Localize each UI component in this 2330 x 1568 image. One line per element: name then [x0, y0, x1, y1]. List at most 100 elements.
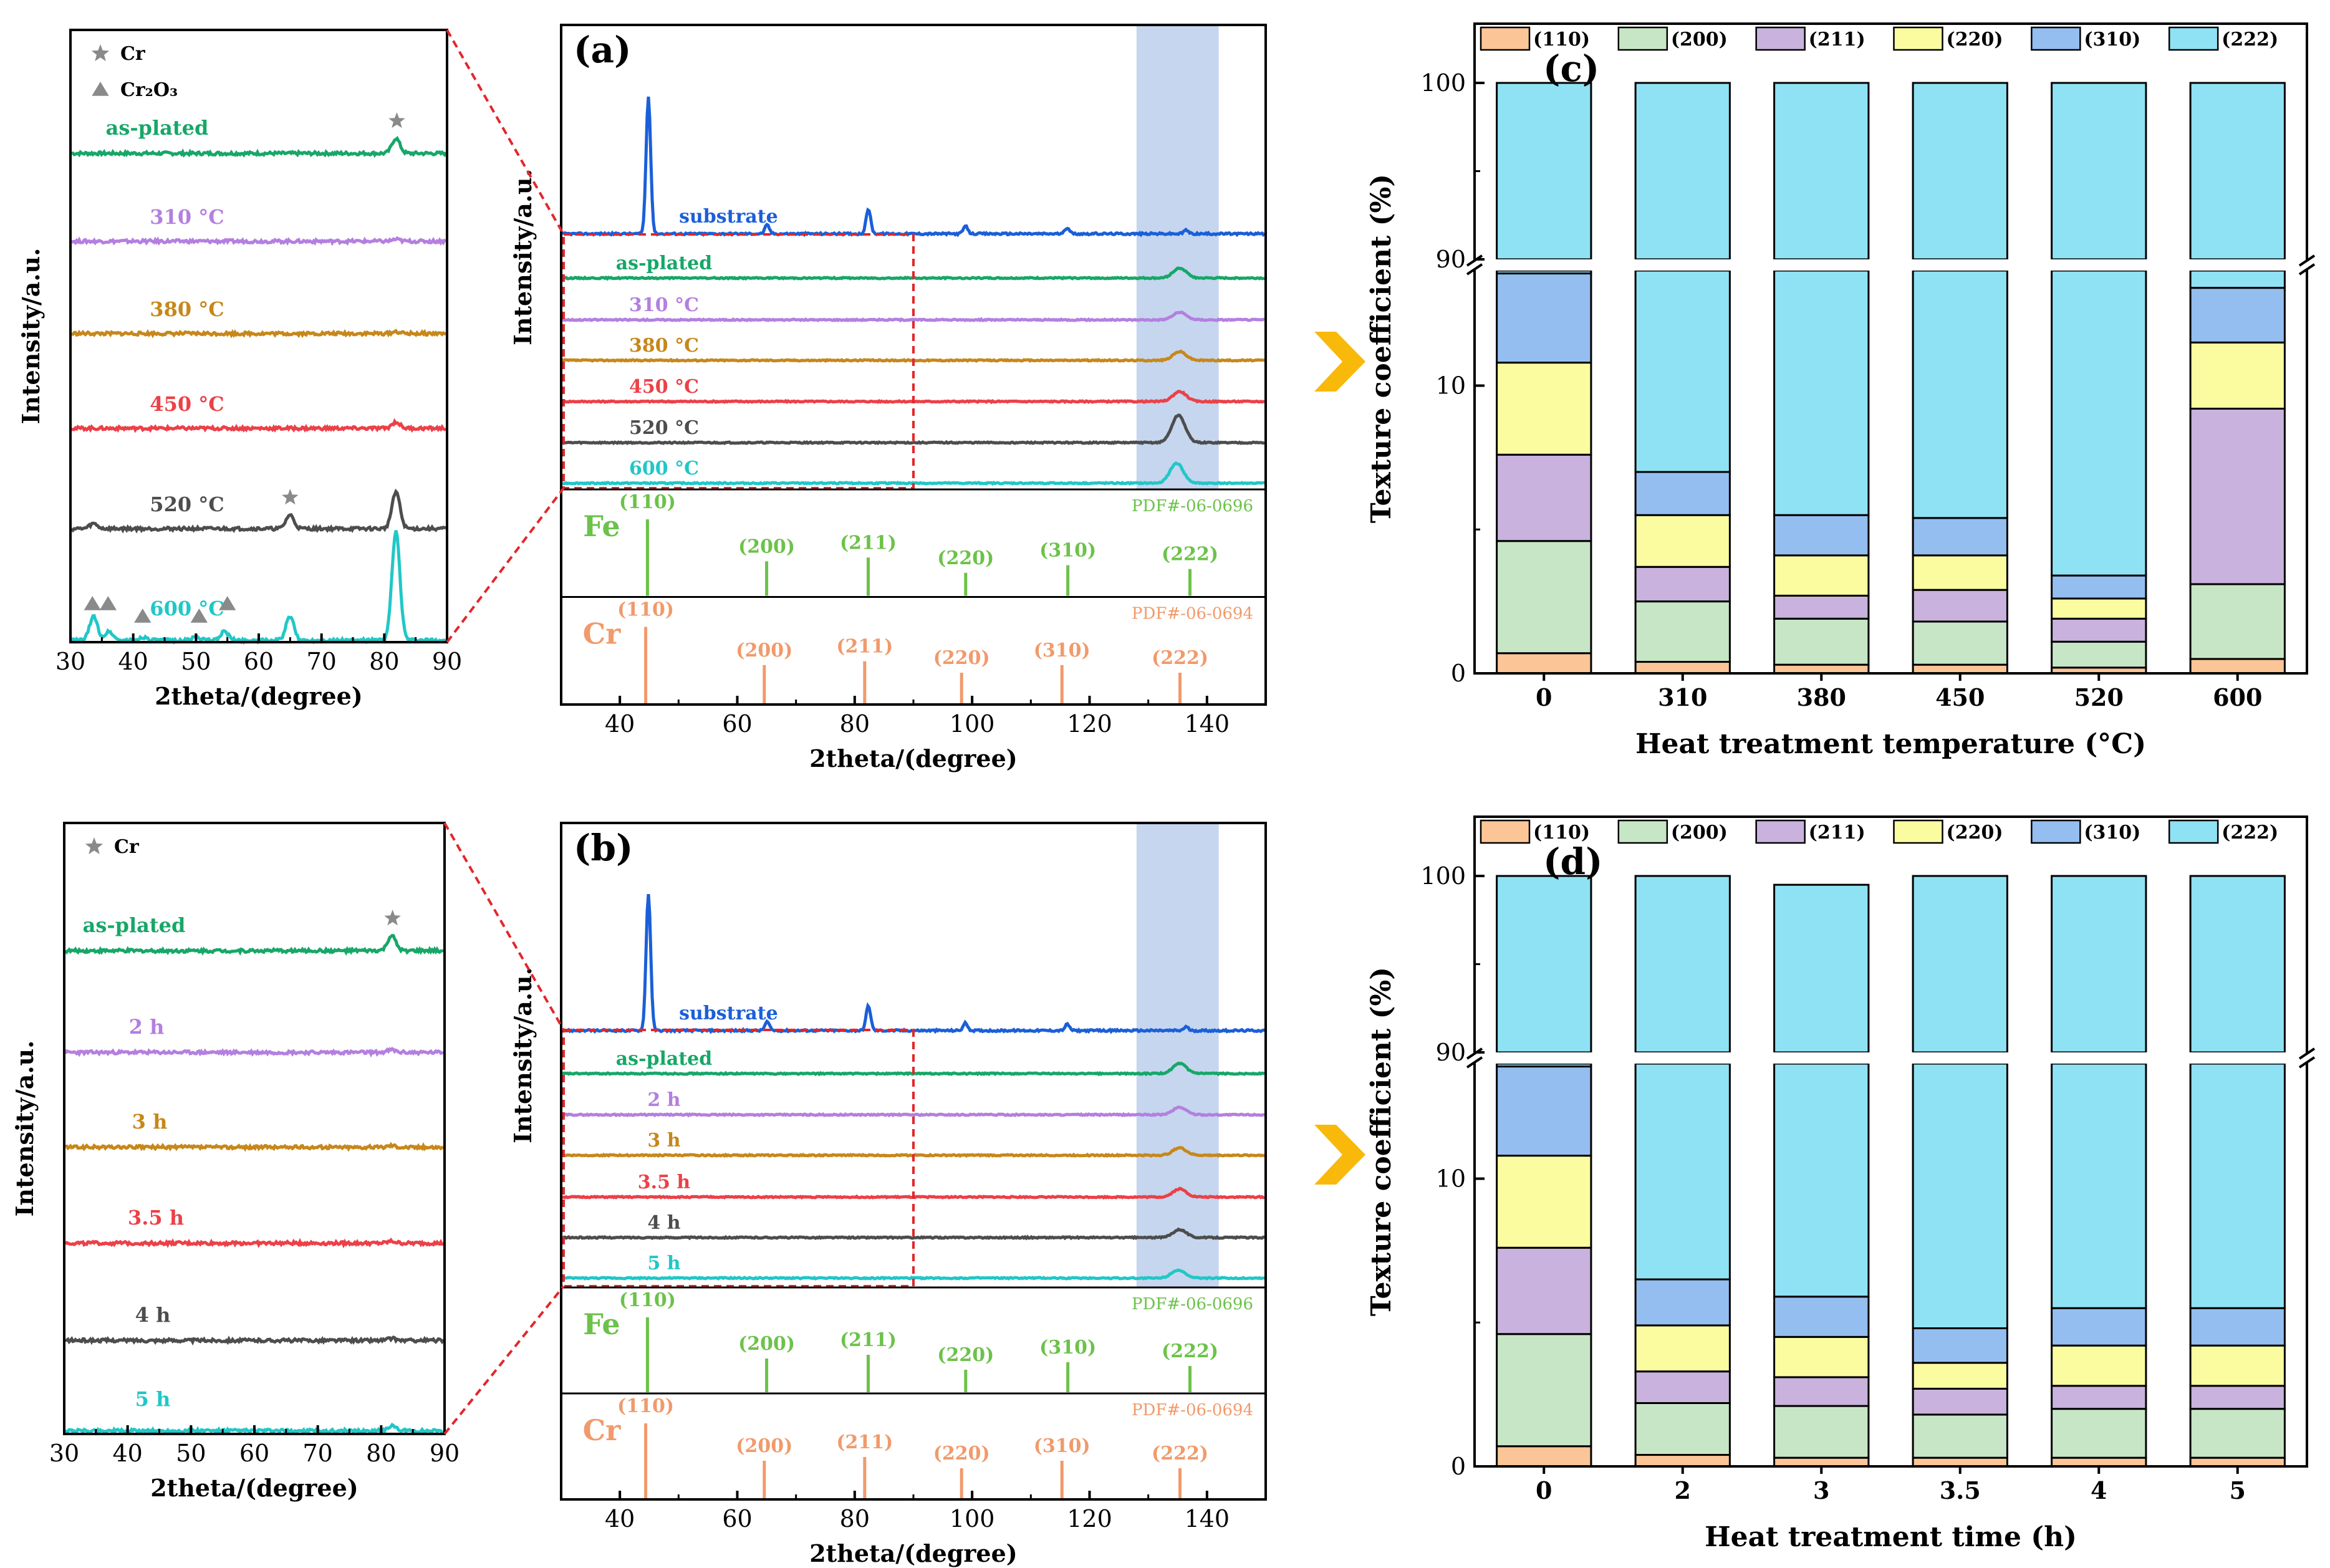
series-label: substrate	[679, 1003, 778, 1024]
bar-segment	[2051, 1344, 2147, 1387]
series-label: as-plated	[616, 253, 713, 274]
bar-segment	[2051, 1385, 2147, 1410]
axis-break-mask	[1470, 1053, 2312, 1062]
x-tick-label: 80	[369, 648, 399, 675]
x-tick-label: 60	[722, 1505, 752, 1532]
bar-segment	[1773, 663, 1870, 675]
highlight-region	[1136, 25, 1219, 489]
zoom-region-box	[562, 233, 915, 489]
x-tick-label: 380	[1797, 683, 1846, 711]
y-tick-label: 90	[1436, 246, 1466, 273]
hkl-label: (222)	[1162, 544, 1218, 565]
series-line	[65, 1142, 445, 1152]
hkl-label: (310)	[1034, 640, 1090, 661]
series-label: 450 °C	[629, 376, 699, 398]
x-tick-label: 5	[2230, 1476, 2246, 1504]
series-line	[562, 1227, 1265, 1241]
bar-segment	[1496, 269, 1592, 275]
legend-swatch	[2168, 819, 2219, 844]
x-tick-label: 80	[840, 1505, 870, 1532]
x-axis-title: 2theta/(degree)	[155, 682, 363, 710]
legend-label: Cr	[114, 836, 140, 858]
hkl-label: (110)	[617, 599, 674, 621]
bar-segment	[2051, 617, 2147, 643]
hkl-label: (222)	[1152, 647, 1208, 669]
x-tick-label: 80	[366, 1440, 396, 1467]
bar-segment	[2051, 1307, 2147, 1347]
series-label: 4 h	[647, 1212, 680, 1234]
legend-label: (110)	[1533, 29, 1590, 51]
x-tick-label: 30	[49, 1440, 79, 1467]
panel-label: (b)	[574, 827, 633, 869]
bar-segment	[2189, 287, 2286, 344]
y-axis-title: Intensity/a.u.	[11, 1041, 39, 1217]
bar-segment	[1773, 1062, 1870, 1298]
x-axis-title: Heat treatment temperature (°C)	[1635, 728, 2146, 760]
series-label: as-plated	[616, 1048, 713, 1070]
bar-segment	[1912, 620, 2008, 666]
legend-star-icon	[85, 837, 104, 855]
series-label: 3 h	[132, 1110, 168, 1133]
reference-pdf-label: PDF#-06-0694	[1132, 605, 1253, 623]
bar-segment	[1496, 1155, 1592, 1249]
bar-segment	[1496, 1333, 1592, 1448]
bar-segment	[1634, 565, 1731, 603]
bar-segment	[2189, 1408, 2286, 1459]
bar-segment	[2189, 341, 2286, 410]
y-tick-label: 90	[1436, 1039, 1466, 1066]
series-label: 380 °C	[629, 335, 699, 357]
bar-segment	[1912, 1327, 2008, 1364]
series-label: substrate	[679, 206, 778, 228]
x-tick-label: 3	[1813, 1476, 1829, 1504]
legend-swatch	[2031, 819, 2081, 844]
bar-segment	[1634, 471, 1731, 516]
legend-swatch	[1755, 26, 1806, 51]
series-label: 2 h	[647, 1089, 680, 1111]
bar-segment	[2051, 1062, 2147, 1309]
series-label: 600 °C	[150, 597, 224, 620]
axis-break-mask	[1470, 260, 2312, 269]
panel-label: (d)	[1543, 840, 1602, 883]
x-tick-label: 90	[430, 1440, 460, 1467]
reference-pdf-label: PDF#-06-0696	[1132, 1295, 1253, 1314]
cr2o3-triangle-marker	[134, 608, 152, 623]
bar-segment	[1912, 1387, 2008, 1416]
bar-segment	[1773, 514, 1870, 557]
series-label: 310 °C	[150, 205, 224, 229]
bar-segment	[1634, 1402, 1731, 1456]
hkl-label: (211)	[840, 1329, 897, 1351]
series-line	[561, 413, 1266, 446]
x-tick-label: 60	[722, 710, 752, 738]
series-line	[70, 236, 446, 246]
hkl-label: (200)	[738, 1333, 795, 1355]
bar-segment	[2189, 1385, 2286, 1410]
bar-segment	[1496, 652, 1592, 675]
bar-segment	[1912, 589, 2008, 623]
bar-segment	[1634, 82, 1731, 261]
bar-segment	[1496, 453, 1592, 542]
reference-pdf-label: PDF#-06-0694	[1132, 1401, 1253, 1420]
bar-segment	[2189, 1062, 2286, 1309]
series-label: 3 h	[647, 1130, 680, 1152]
hkl-label: (310)	[1034, 1435, 1090, 1457]
x-tick-label: 0	[1536, 683, 1552, 711]
bar-segment	[2051, 574, 2147, 600]
bar-segment	[1912, 517, 2008, 557]
legend-label: Cr	[120, 43, 146, 65]
cr2o3-triangle-marker	[190, 608, 208, 623]
series-line	[561, 1105, 1265, 1118]
axis-break-mark	[2298, 254, 2316, 267]
hkl-label: (220)	[937, 1344, 994, 1366]
bar-segment	[1634, 1278, 1731, 1327]
x-tick-label: 100	[950, 710, 995, 738]
legend-label: (310)	[2084, 29, 2140, 51]
bar-segment	[1496, 1065, 1592, 1157]
reference-element-label: Fe	[583, 509, 620, 543]
x-axis-title: 2theta/(degree)	[809, 1539, 1018, 1567]
bar-segment	[1773, 1456, 1870, 1468]
x-tick-label: 2	[1675, 1476, 1691, 1504]
legend-swatch	[1893, 819, 1943, 844]
bar-segment	[1634, 269, 1731, 473]
bar-segment	[1912, 269, 2008, 519]
bar-segment	[2051, 875, 2147, 1054]
